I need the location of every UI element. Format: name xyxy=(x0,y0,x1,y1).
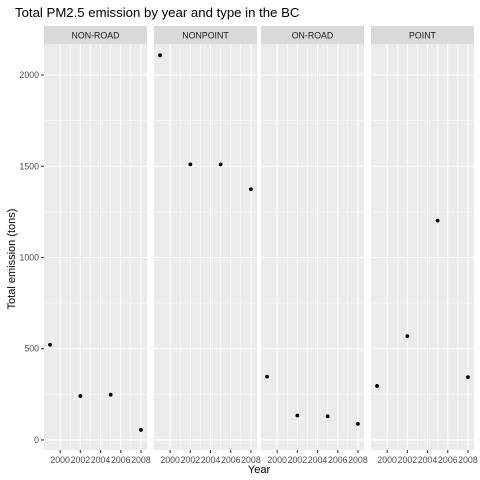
x-tick-label: 2004 xyxy=(91,455,111,465)
data-point-on-road-2005 xyxy=(325,414,330,419)
facet-strip xyxy=(44,26,147,44)
x-tick-label: 2008 xyxy=(458,455,478,465)
x-tick-label: 2000 xyxy=(50,455,70,465)
x-tick-label: 2000 xyxy=(267,455,287,465)
data-point-point-1999 xyxy=(375,384,379,388)
data-point-non-road-2005 xyxy=(108,392,113,397)
facet-strip-label: NON-ROAD xyxy=(72,31,120,41)
data-point-on-road-1999 xyxy=(265,374,269,379)
x-tick-label: 2008 xyxy=(348,455,368,465)
facet-panel-on-road: ON-ROAD 2000 2002 2004 2006 2008 xyxy=(261,26,368,465)
data-point-nonpoint-1999 xyxy=(158,53,162,58)
data-point-non-road-1999 xyxy=(48,342,52,347)
x-tick-label: 2004 xyxy=(418,455,438,465)
data-point-on-road-2008 xyxy=(356,422,360,426)
x-axis-title: Year xyxy=(248,464,271,476)
facet-strip xyxy=(261,26,364,44)
x-tick-label: 2002 xyxy=(181,455,201,465)
data-point-point-2005 xyxy=(435,218,440,223)
x-tick-label: 2008 xyxy=(131,455,151,465)
x-tick-label: 2006 xyxy=(438,455,458,465)
data-point-non-road-2008 xyxy=(139,428,143,432)
panel-background xyxy=(44,44,147,450)
facet-strip-label: POINT xyxy=(409,31,437,41)
panel-background xyxy=(261,44,364,450)
facet-strip-label: ON-ROAD xyxy=(292,31,334,41)
x-tick-label: 2002 xyxy=(288,455,308,465)
y-tick-label: 1000 xyxy=(19,252,39,262)
facet-strip xyxy=(154,26,257,44)
y-axis: 0 500 1000 1500 2000 xyxy=(19,70,44,445)
y-tick-label: 2000 xyxy=(19,70,39,80)
data-point-point-2008 xyxy=(466,375,470,380)
data-point-non-road-2002 xyxy=(78,394,83,398)
y-axis-title: Total emission (tons) xyxy=(6,209,18,310)
data-point-nonpoint-2005 xyxy=(218,162,223,167)
y-tick-label: 0 xyxy=(34,435,39,445)
facet-panel-point: POINT 2000 2002 2004 2006 2008 xyxy=(371,26,478,465)
x-tick-label: 2006 xyxy=(221,455,241,465)
chart-title: Total PM2.5 emission by year and type in… xyxy=(15,5,300,20)
facet-strip-label: NONPOINT xyxy=(182,31,229,41)
facet-panel-non-road: NON-ROAD 2000 2002 2004 2006 2008 xyxy=(44,26,151,465)
x-tick-label: 2000 xyxy=(377,455,397,465)
data-point-nonpoint-2002 xyxy=(188,162,193,167)
data-point-nonpoint-2008 xyxy=(249,187,253,192)
x-tick-label: 2006 xyxy=(328,455,348,465)
x-tick-label: 2004 xyxy=(201,455,221,465)
x-tick-label: 2008 xyxy=(241,455,261,465)
y-tick-label: 500 xyxy=(24,344,39,354)
x-tick-label: 2004 xyxy=(308,455,328,465)
x-tick-label: 2002 xyxy=(71,455,91,465)
x-tick-label: 2006 xyxy=(111,455,131,465)
x-tick-label: 2000 xyxy=(160,455,180,465)
y-tick-label: 1500 xyxy=(19,161,39,171)
data-point-point-2002 xyxy=(405,334,410,339)
x-tick-label: 2002 xyxy=(398,455,418,465)
panel-background xyxy=(371,44,474,450)
facet-panel-nonpoint: NONPOINT 2000 2002 2004 2006 2008 xyxy=(154,26,261,465)
data-point-on-road-2002 xyxy=(295,413,300,418)
facet-strip xyxy=(371,26,474,44)
panel-background xyxy=(154,44,257,450)
